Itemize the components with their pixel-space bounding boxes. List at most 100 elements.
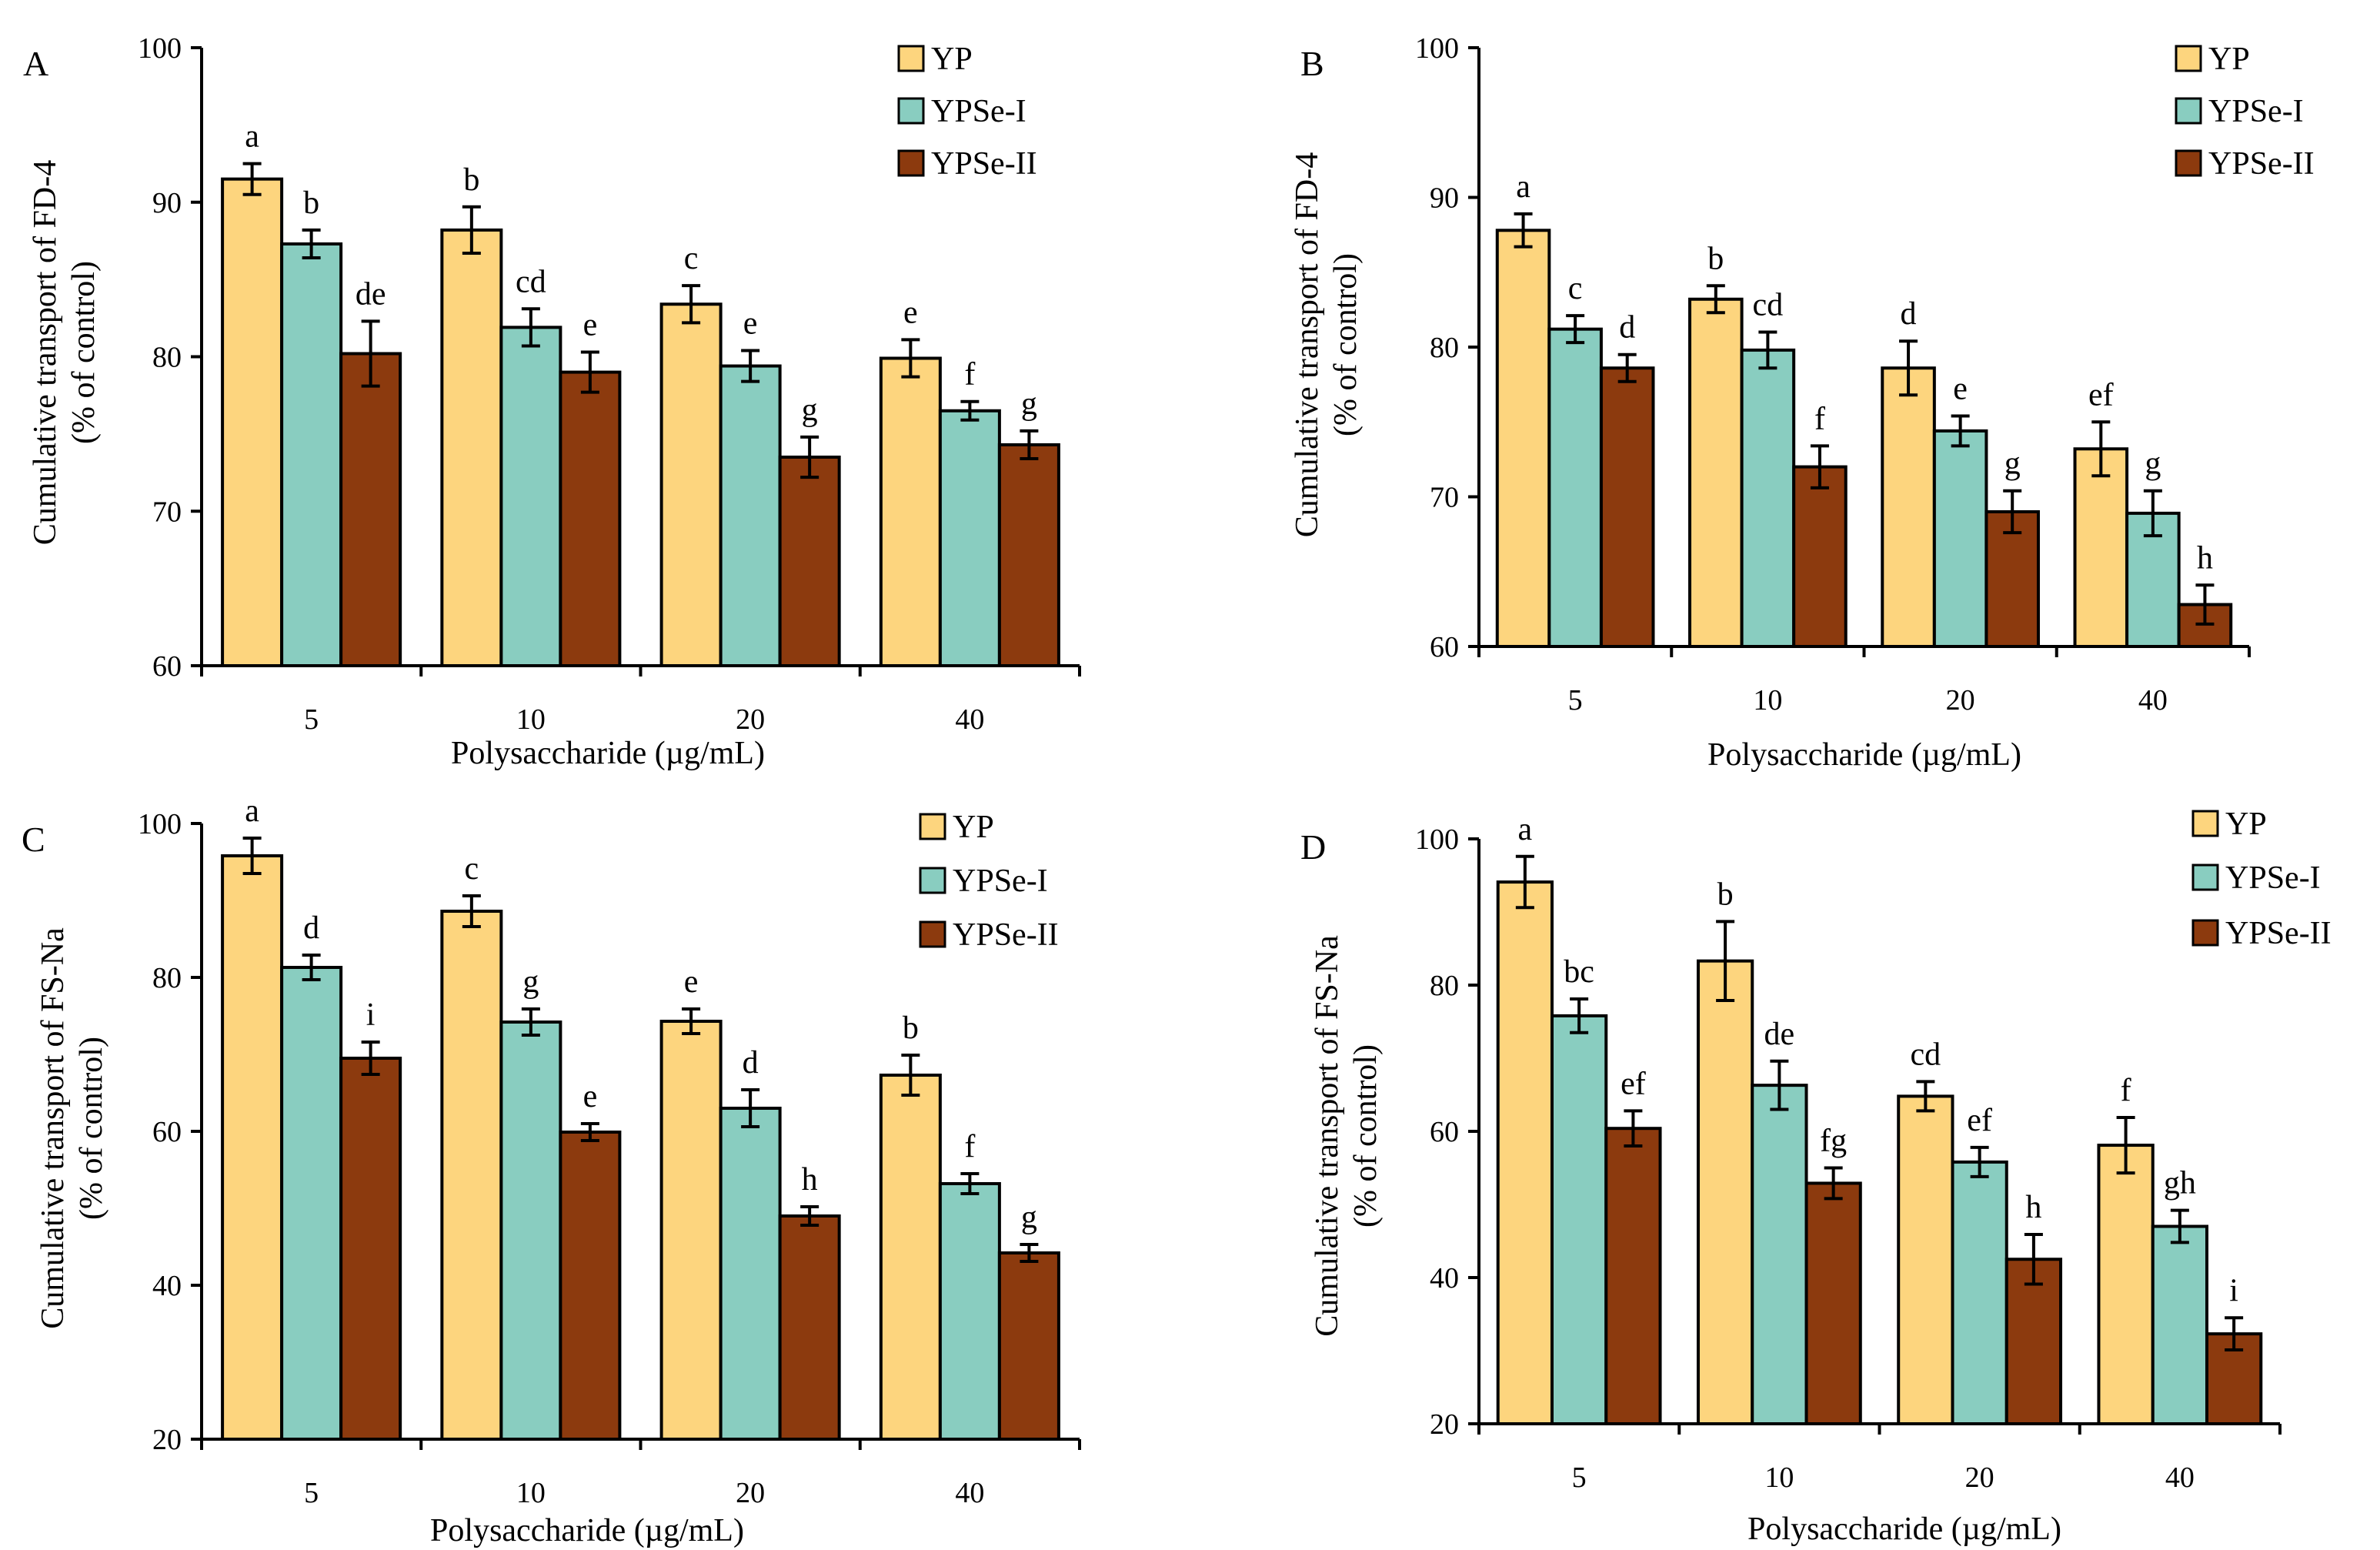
error-bar <box>960 1172 980 1195</box>
significance-label: i <box>366 997 376 1033</box>
error-bar <box>960 399 980 422</box>
error-bar <box>1706 284 1725 315</box>
y-tick-label: 80 <box>1430 970 1459 1002</box>
bar-ypse-i <box>938 1182 1001 1441</box>
bar-yp <box>1495 229 1551 649</box>
x-tick-label: 40 <box>2138 684 2168 717</box>
error-bar <box>800 435 819 479</box>
x-tick-label: 40 <box>955 703 984 736</box>
error-bar <box>682 284 701 325</box>
y-tick-label: 80 <box>1430 332 1459 364</box>
significance-label: a <box>245 793 259 829</box>
error-bar <box>302 954 321 981</box>
significance-label: g <box>2145 446 2161 482</box>
error-bar <box>462 894 481 928</box>
bar-ypse-ii <box>997 1251 1060 1441</box>
bar-ypse-ii <box>1792 465 1848 648</box>
significance-label: f <box>964 357 975 393</box>
significance-label: fg <box>1820 1124 1847 1159</box>
error-bar <box>2143 489 2162 538</box>
y-tick-label: 80 <box>152 342 182 374</box>
x-tick-label: 5 <box>1572 1461 1587 1494</box>
y-tick-label: 90 <box>152 187 182 219</box>
error-bar <box>2170 1208 2189 1244</box>
x-tick-label: 20 <box>736 1477 765 1509</box>
x-tick-label: 20 <box>1946 684 1975 717</box>
y-tick-label: 60 <box>1430 1116 1459 1148</box>
error-bar <box>901 338 920 379</box>
bar-ypse-ii <box>1804 1181 1862 1425</box>
bar-ypse-ii <box>2004 1258 2063 1425</box>
error-bar <box>2116 1115 2135 1175</box>
legend-swatch-yp <box>2191 810 2219 837</box>
y-tick-label: 90 <box>1430 182 1459 215</box>
significance-label: e <box>903 295 918 330</box>
y-axis-title-line1: Cumulative transport of FS-Na <box>35 927 71 1329</box>
significance-label: b <box>463 162 479 198</box>
legend-swatch-ypse-ii <box>2191 919 2219 947</box>
bar-ypse-i <box>280 966 343 1441</box>
x-tick-label: 40 <box>955 1477 984 1509</box>
bar-ypse-i <box>499 1021 562 1441</box>
y-tick-label: 40 <box>152 1270 182 1302</box>
error-bar <box>1970 1145 1989 1178</box>
y-tick-label: 100 <box>138 32 182 65</box>
bar-ypse-i <box>1740 348 1796 648</box>
error-bar <box>521 307 540 348</box>
error-bar <box>800 1205 819 1227</box>
error-bar <box>242 837 262 875</box>
x-tick-label: 10 <box>1764 1461 1794 1494</box>
bar-ypse-i <box>280 242 343 667</box>
significance-label: g <box>2004 446 2021 482</box>
y-axis-title-line1: Cumulative transport of FD-4 <box>1290 152 1325 537</box>
error-bar <box>2024 1232 2043 1286</box>
significance-label: d <box>743 1045 759 1081</box>
bar-ypse-i <box>1932 429 1988 648</box>
panel-letter: D <box>1300 827 1326 867</box>
error-bar <box>1824 1166 1843 1201</box>
legend-label-ypse-ii: YPSe-II <box>2208 146 2315 182</box>
significance-label: f <box>964 1129 975 1164</box>
x-tick-label: 5 <box>1568 684 1583 717</box>
bar-yp <box>2097 1144 2155 1426</box>
legend-label-yp: YP <box>2225 807 2267 842</box>
error-bar <box>2091 420 2111 478</box>
bar-ypse-i <box>938 409 1001 667</box>
significance-label: e <box>743 306 758 341</box>
significance-label: a <box>1516 169 1530 205</box>
legend-swatch-ypse-i <box>919 867 946 894</box>
significance-label: b <box>303 185 319 221</box>
x-tick-label: 10 <box>516 703 546 736</box>
y-tick-label: 100 <box>138 808 182 840</box>
error-bar <box>1810 444 1829 489</box>
significance-label: h <box>2025 1190 2041 1225</box>
y-tick-label: 60 <box>1430 631 1459 663</box>
significance-label: c <box>465 851 479 887</box>
bar-yp <box>659 302 723 667</box>
chart-panel-d: D Cumulative transport of FS-Na (% of co… <box>1300 807 2332 1547</box>
y-axis-title: Cumulative transport of FD-4 (% of contr… <box>1290 152 1364 537</box>
error-bar <box>1020 1243 1039 1263</box>
error-bar <box>2195 583 2215 626</box>
significance-label: a <box>1518 812 1533 847</box>
y-axis-title-line2: (% of control) <box>74 1037 109 1220</box>
significance-label: g <box>1021 1200 1037 1235</box>
legend-label-yp: YP <box>2208 42 2250 77</box>
significance-label: b <box>903 1011 919 1046</box>
error-bar <box>361 1041 380 1076</box>
significance-label: de <box>355 276 386 312</box>
legend-swatch-ypse-i <box>897 97 925 125</box>
legend-swatch-ypse-ii <box>919 920 946 948</box>
legend: YP YPSe-I YPSe-II <box>2175 42 2315 182</box>
x-tick-label: 5 <box>304 703 319 736</box>
panel-letter: A <box>23 44 48 83</box>
legend-swatch-yp <box>897 45 925 72</box>
bar-yp <box>221 177 284 667</box>
bar-yp <box>1897 1094 1954 1426</box>
error-bar <box>2003 489 2022 535</box>
error-bar <box>521 1007 540 1037</box>
bar-yp <box>440 228 503 667</box>
y-tick-label: 20 <box>152 1424 182 1456</box>
significance-label: c <box>1568 271 1583 306</box>
chart-panel-a: A Cumulative transport of FD-4 (% of con… <box>23 32 1081 771</box>
